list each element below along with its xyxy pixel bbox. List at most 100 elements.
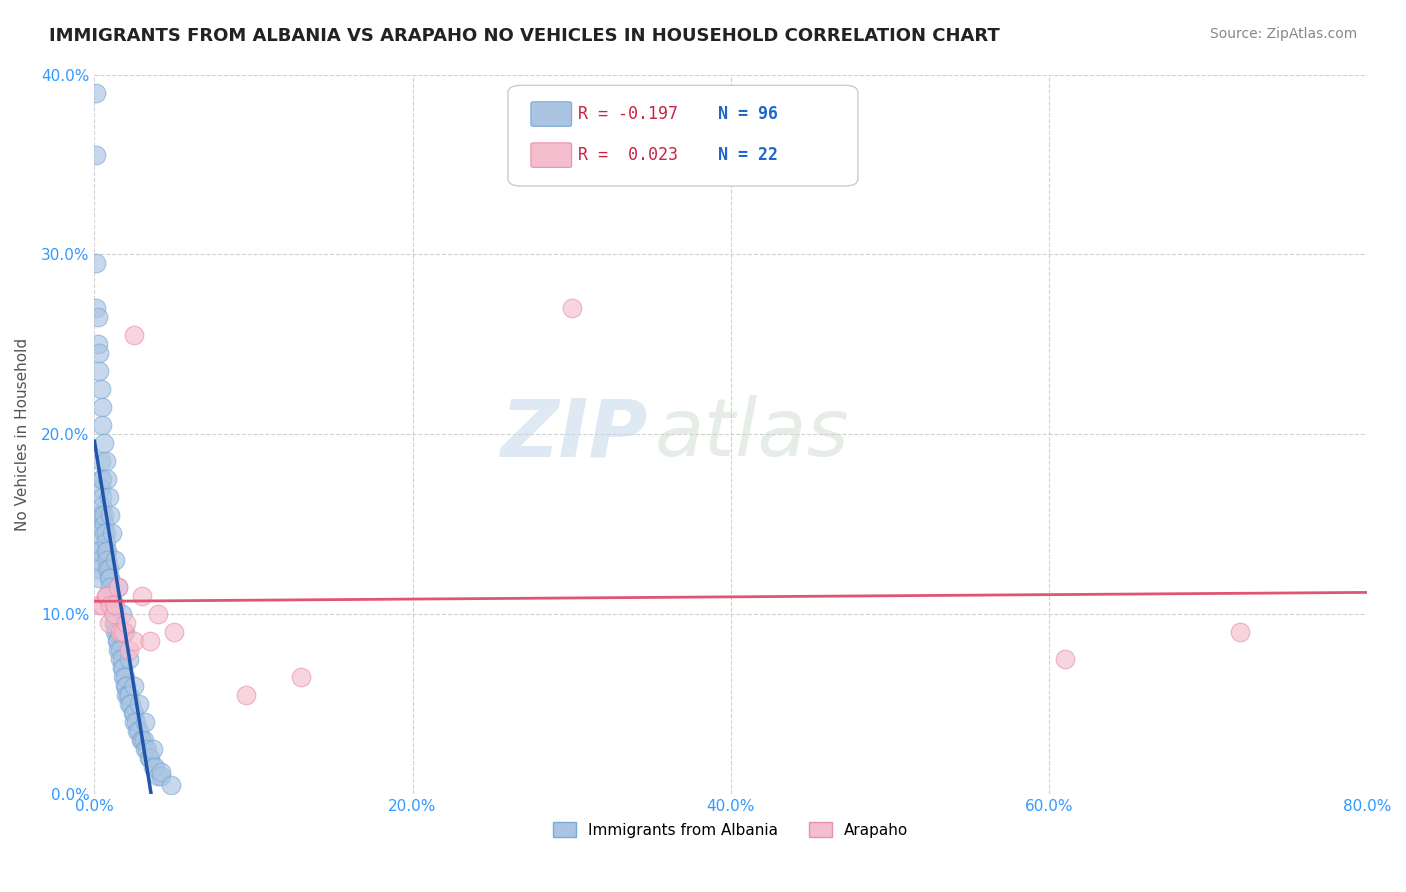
Point [120,697,142,711]
Point [100,580,122,594]
Point [93,526,115,541]
Point [108,652,131,666]
Point [96,553,118,567]
Point [86,508,108,523]
Point [118,688,141,702]
Text: N = 96: N = 96 [718,105,778,123]
Point [139,751,162,765]
Point [93,436,115,450]
Point [101,598,124,612]
Point [139,634,162,648]
Point [104,616,127,631]
Point [110,652,132,666]
Point [150,769,173,783]
Point [150,765,173,780]
Point [91,490,114,504]
Point [94,454,117,468]
Point [136,742,159,756]
Point [97,571,120,585]
Point [561,301,583,316]
Point [94,589,117,603]
Legend: Immigrants from Albania, Arapaho: Immigrants from Albania, Arapaho [547,815,914,844]
Point [90,481,112,495]
Point [94,535,117,549]
Point [143,760,166,774]
Point [108,643,131,657]
Point [112,661,135,675]
Point [100,598,122,612]
Point [290,670,312,684]
Point [105,625,128,640]
Point [127,724,149,739]
Point [112,625,135,640]
Point [110,661,132,675]
Point [97,562,120,576]
Point [107,580,129,594]
Point [112,670,135,684]
Point [84,86,107,100]
Point [134,742,156,756]
Point [86,526,108,541]
Point [114,625,136,640]
Point [122,679,145,693]
Point [91,598,114,612]
Point [118,697,141,711]
Point [89,562,111,576]
Point [114,670,136,684]
Point [1053,652,1076,666]
Text: ZIP: ZIP [501,395,648,474]
Point [125,714,148,729]
Point [146,607,169,621]
Point [131,589,153,603]
Point [86,544,108,558]
Point [96,589,118,603]
Point [89,598,111,612]
FancyBboxPatch shape [508,86,858,186]
Point [84,148,107,162]
Point [101,589,124,603]
Point [115,616,138,631]
Point [118,652,141,666]
Text: R =  0.023: R = 0.023 [578,146,678,164]
Point [134,714,156,729]
Point [89,346,111,360]
Point [100,508,122,523]
Point [128,697,150,711]
Point [122,714,145,729]
Point [122,706,145,720]
Point [84,301,107,316]
Point [100,571,122,585]
Point [104,553,127,567]
Point [91,401,114,415]
Point [121,706,143,720]
Point [110,607,132,621]
Point [132,733,155,747]
Point [84,256,107,270]
Point [89,553,111,567]
Point [100,589,122,603]
Point [103,598,125,612]
Text: N = 22: N = 22 [718,146,778,164]
Point [91,508,114,523]
Text: R = -0.197: R = -0.197 [578,105,678,123]
Point [1229,625,1251,640]
Point [91,500,114,514]
Point [93,517,115,532]
Point [91,472,114,486]
Point [107,634,129,648]
Point [90,382,112,396]
Point [89,571,111,585]
Point [86,310,108,325]
Point [117,688,139,702]
Point [142,760,165,774]
Text: atlas: atlas [654,395,849,474]
Point [107,580,129,594]
Point [97,616,120,631]
Point [103,607,125,621]
Point [86,337,108,351]
Point [122,328,145,343]
Point [101,526,124,541]
FancyBboxPatch shape [531,102,572,127]
FancyBboxPatch shape [531,143,572,168]
Point [96,472,118,486]
